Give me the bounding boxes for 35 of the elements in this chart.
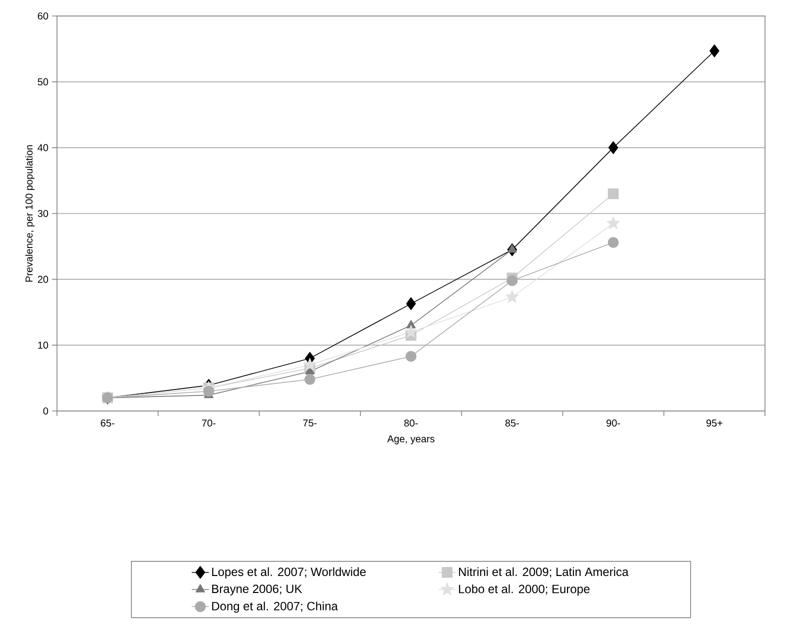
y-tick-label: 0	[43, 407, 48, 415]
x-tick-label: 70-	[202, 420, 216, 427]
y-axis-title: Prevalence, per 100 population	[25, 145, 35, 282]
point	[304, 374, 316, 385]
point	[506, 290, 519, 303]
legend-label: Brayne 2006; UK	[212, 584, 302, 596]
legend-label: Lopes et al. 2007; Worldwide	[212, 567, 366, 578]
legend-label: Lobo et al. 2000; Europe	[459, 584, 590, 596]
point	[203, 386, 214, 397]
y-tick-label: 10	[38, 342, 48, 349]
point	[507, 244, 517, 253]
point	[506, 275, 518, 286]
point	[608, 188, 619, 200]
point	[710, 44, 720, 58]
y-tick-label: 40	[38, 144, 48, 152]
y-tick-label: 50	[38, 78, 48, 86]
point	[606, 216, 620, 230]
y-tick-label: 30	[38, 210, 48, 218]
y-tick-label: 60	[38, 12, 48, 20]
legend-label: Dong et al. 2007; China	[212, 602, 338, 613]
point	[303, 358, 316, 371]
point	[404, 325, 418, 338]
x-tick-label: 95+	[706, 420, 722, 427]
x-tick-label: 90-	[606, 420, 620, 427]
point	[608, 237, 619, 248]
x-tick-label: 65-	[100, 420, 114, 427]
x-axis-title: Age, years	[387, 435, 434, 444]
point	[406, 350, 416, 362]
x-tick-label: 80-	[404, 420, 418, 427]
legend-label: Nitrini et al. 2009; Latin America	[459, 567, 629, 578]
x-tick-label: 85-	[505, 420, 519, 427]
point	[608, 141, 618, 154]
point	[406, 297, 416, 310]
y-tick-label: 20	[38, 276, 48, 283]
x-tick-label: 75-	[303, 420, 317, 426]
